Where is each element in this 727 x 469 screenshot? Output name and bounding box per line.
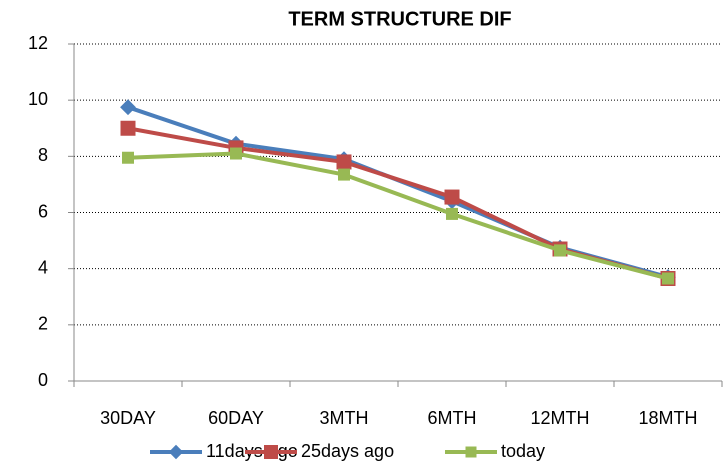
legend-marker — [168, 444, 184, 460]
y-tick-label: 0 — [38, 370, 48, 390]
x-tick-label: 18MTH — [638, 408, 697, 428]
marker — [338, 168, 350, 181]
marker — [444, 189, 460, 205]
y-tick-label: 12 — [28, 33, 48, 53]
marker — [120, 99, 136, 116]
legend-marker — [264, 445, 278, 459]
series-line — [127, 151, 669, 281]
marker — [230, 147, 242, 160]
y-tick-label: 4 — [38, 257, 48, 277]
x-tick-label: 30DAY — [100, 408, 156, 428]
legend-label: 25days ago — [301, 441, 394, 461]
y-tick-label: 2 — [38, 314, 48, 334]
marker — [554, 244, 566, 257]
x-tick-label: 3MTH — [320, 408, 369, 428]
chart-title: TERM STRUCTURE DIF — [288, 8, 511, 30]
y-tick-label: 10 — [28, 89, 48, 109]
legend-label: today — [501, 441, 545, 461]
y-tick-label: 6 — [38, 201, 48, 221]
marker — [120, 120, 136, 136]
marker — [446, 207, 458, 220]
y-tick-label: 8 — [38, 145, 48, 165]
x-tick-label: 60DAY — [208, 408, 264, 428]
marker — [122, 151, 134, 164]
legend-marker — [465, 446, 477, 458]
marker — [662, 272, 674, 285]
x-tick-label: 6MTH — [428, 408, 477, 428]
marker — [336, 154, 352, 170]
x-tick-label: 12MTH — [530, 408, 589, 428]
